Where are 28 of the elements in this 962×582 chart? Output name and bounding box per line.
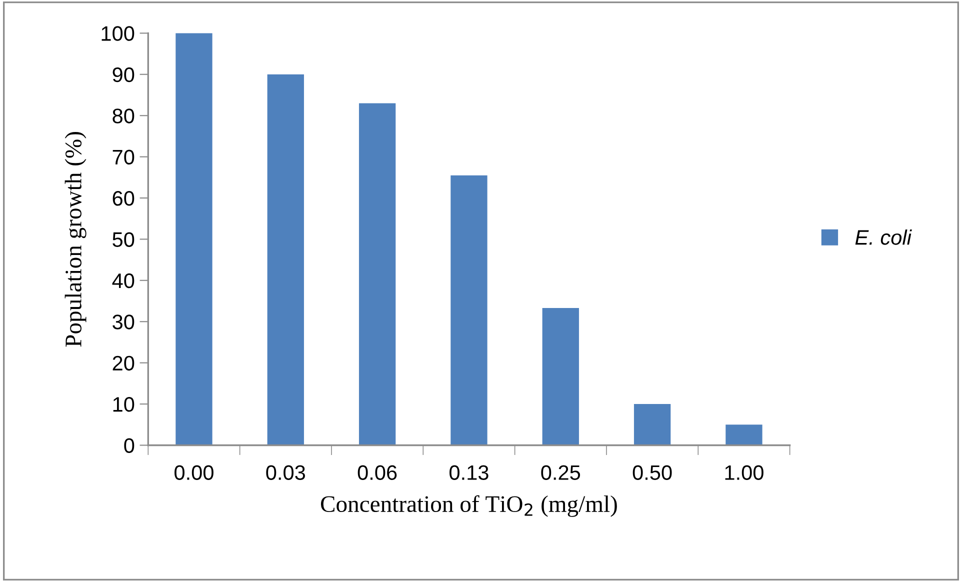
x-tick-label: 0.50 (632, 465, 672, 480)
y-tick-label: 10 (113, 397, 134, 412)
y-tick-label: 40 (112, 273, 134, 288)
x-tick-label: 0.00 (174, 465, 214, 480)
bar (726, 424, 762, 446)
y-tick-label: 0 (124, 438, 134, 453)
y-axis-title: Population growth (%) (64, 132, 86, 347)
y-tick-label: 80 (112, 108, 134, 124)
bar (176, 33, 212, 446)
y-tick-label: 50 (112, 232, 134, 247)
x-tick-label: 0.13 (450, 465, 488, 480)
x-tick-label: 0.25 (541, 465, 580, 480)
bar (450, 175, 488, 446)
x-tick-label: 1.00 (725, 465, 764, 480)
bar (267, 74, 304, 446)
bar (542, 308, 579, 446)
legend-label: E. coli (855, 230, 912, 245)
y-tick-label: 70 (112, 150, 134, 165)
bar (358, 103, 396, 446)
y-tick-label: 30 (112, 314, 134, 330)
y-tick-label: 60 (112, 191, 134, 206)
bar (634, 404, 671, 446)
y-tick-label: 90 (112, 67, 134, 82)
x-tick-label: 0.03 (266, 465, 306, 480)
y-tick-label: 100 (102, 26, 134, 41)
x-tick-label: 0.06 (358, 465, 397, 480)
x-axis-title: Concentration of TiO$_{2}$ (mg/ml) (320, 495, 617, 517)
y-tick-label: 20 (112, 356, 134, 371)
